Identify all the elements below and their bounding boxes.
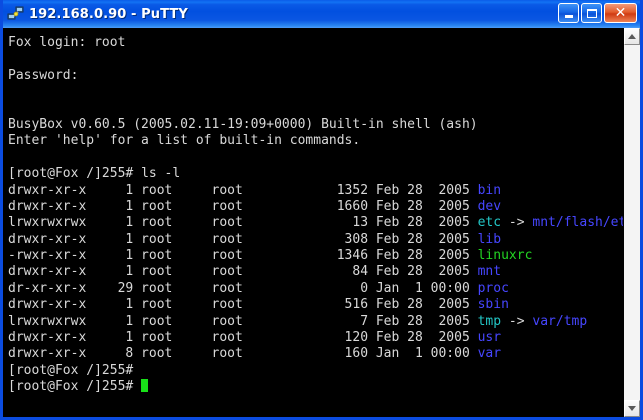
listing-row: drwxr-xr-x 1 root root 308 Feb 28 2005 l…: [8, 232, 623, 248]
putty-network-icon: [7, 5, 25, 23]
listing-row: drwxr-xr-x 1 root root 84 Feb 28 2005 mn…: [8, 264, 623, 280]
scroll-down-arrow: [628, 406, 636, 411]
terminal-banner-line-1: BusyBox v0.60.5 (2005.02.11-19:09+0000) …: [8, 117, 623, 133]
minimize-icon: [564, 15, 573, 18]
terminal-blank-line: [8, 51, 623, 67]
listing-metadata: -rwxr-xr-x 1 root root 1346 Feb 28 2005: [8, 248, 478, 264]
listing-row: drwxr-xr-x 1 root root 1352 Feb 28 2005 …: [8, 183, 623, 199]
terminal-blank-line: [8, 150, 623, 166]
terminal-active-prompt-line: [root@Fox /]255#: [8, 379, 623, 395]
listing-row: lrwxrwxrwx 1 root root 13 Feb 28 2005 et…: [8, 215, 623, 231]
terminal-password-line: Password:: [8, 68, 623, 84]
login-prompt-text: Fox login: root: [8, 35, 126, 50]
listing-entry-name: mnt: [477, 264, 502, 280]
shell-prompt-text: [root@Fox /]255#: [8, 166, 142, 182]
listing-row: -rwxr-xr-x 1 root root 1346 Feb 28 2005 …: [8, 248, 623, 264]
scroll-down-button[interactable]: [624, 400, 640, 417]
terminal-banner-line-2: Enter 'help' for a list of built-in comm…: [8, 133, 623, 149]
listing-row: lrwxrwxrwx 1 root root 7 Feb 28 2005 tmp…: [8, 314, 623, 330]
title-bar[interactable]: 192.168.0.90 - PuTTY ✕: [3, 0, 640, 28]
password-prompt-text: Password:: [8, 67, 79, 83]
terminal-scrollbar[interactable]: [623, 28, 640, 417]
listing-row: drwxr-xr-x 1 root root 1660 Feb 28 2005 …: [8, 199, 623, 215]
listing-row: dr-xr-xr-x 29 root root 0 Jan 1 00:00 pr…: [8, 281, 623, 297]
shell-prompt-text: [root@Fox /]255#: [8, 362, 134, 378]
listing-row: drwxr-xr-x 8 root root 160 Jan 1 00:00 v…: [8, 346, 623, 362]
listing-metadata: lrwxrwxrwx 1 root root 7 Feb 28 2005: [8, 313, 478, 329]
symlink-arrow: ->: [501, 313, 533, 329]
listing-metadata: drwxr-xr-x 1 root root 1660 Feb 28 2005: [8, 198, 478, 214]
close-icon: ✕: [614, 4, 627, 21]
terminal-blank-line: [8, 101, 623, 117]
maximize-icon: [586, 8, 597, 18]
close-button[interactable]: ✕: [604, 3, 637, 23]
terminal-blank-line: [8, 84, 623, 100]
window-title: 192.168.0.90 - PuTTY: [29, 6, 188, 22]
listing-entry-name: linuxrc: [477, 248, 533, 264]
shell-prompt-text: [root@Fox /]255#: [8, 379, 142, 395]
symlink-arrow: ->: [501, 215, 533, 231]
listing-entry-name: proc: [477, 280, 509, 296]
scrollbar-track[interactable]: [624, 45, 640, 400]
window-controls: ✕: [558, 3, 637, 23]
symlink-target: mnt/flash/etc: [532, 215, 623, 231]
terminal-screen[interactable]: Fox login: root Password: BusyBox v0.60.…: [3, 28, 623, 417]
terminal-login-line: Fox login: root: [8, 35, 623, 51]
symlink-target: var/tmp: [532, 313, 588, 329]
scroll-up-button[interactable]: [624, 28, 640, 45]
terminal-cursor: [141, 379, 149, 393]
listing-metadata: drwxr-xr-x 1 root root 1352 Feb 28 2005: [8, 182, 478, 198]
listing-metadata: lrwxrwxrwx 1 root root 13 Feb 28 2005: [8, 215, 478, 231]
listing-entry-name: tmp: [477, 313, 502, 329]
listing-metadata: drwxr-xr-x 1 root root 120 Feb 28 2005: [8, 330, 478, 346]
listing-metadata: drwxr-xr-x 1 root root 516 Feb 28 2005: [8, 297, 478, 313]
terminal-prompt-line: [root@Fox /]255#: [8, 363, 623, 379]
listing-entry-name: bin: [477, 182, 502, 198]
listing-row: drwxr-xr-x 1 root root 120 Feb 28 2005 u…: [8, 330, 623, 346]
window-client-area: Fox login: root Password: BusyBox v0.60.…: [3, 28, 640, 417]
listing-entry-name: lib: [477, 231, 502, 247]
scroll-up-arrow: [628, 34, 636, 39]
listing-entry-name: sbin: [477, 297, 509, 313]
listing-entry-name: var: [477, 346, 502, 362]
busybox-help-hint-text: Enter 'help' for a list of built-in comm…: [8, 133, 361, 149]
listing-metadata: drwxr-xr-x 1 root root 308 Feb 28 2005: [8, 231, 478, 247]
maximize-button[interactable]: [581, 3, 602, 23]
listing-metadata: drwxr-xr-x 1 root root 84 Feb 28 2005: [8, 264, 478, 280]
terminal-command-line: [root@Fox /]255# ls -l: [8, 166, 623, 182]
listing-entry-name: usr: [477, 330, 502, 346]
minimize-button[interactable]: [558, 3, 579, 23]
busybox-banner-text: BusyBox v0.60.5 (2005.02.11-19:09+0000) …: [8, 116, 478, 132]
shell-command-text: ls -l: [141, 166, 181, 182]
listing-metadata: dr-xr-xr-x 29 root root 0 Jan 1 00:00: [8, 280, 478, 296]
listing-row: drwxr-xr-x 1 root root 516 Feb 28 2005 s…: [8, 297, 623, 313]
listing-entry-name: etc: [477, 215, 502, 231]
listing-entry-name: dev: [477, 198, 502, 214]
listing-metadata: drwxr-xr-x 8 root root 160 Jan 1 00:00: [8, 346, 478, 362]
